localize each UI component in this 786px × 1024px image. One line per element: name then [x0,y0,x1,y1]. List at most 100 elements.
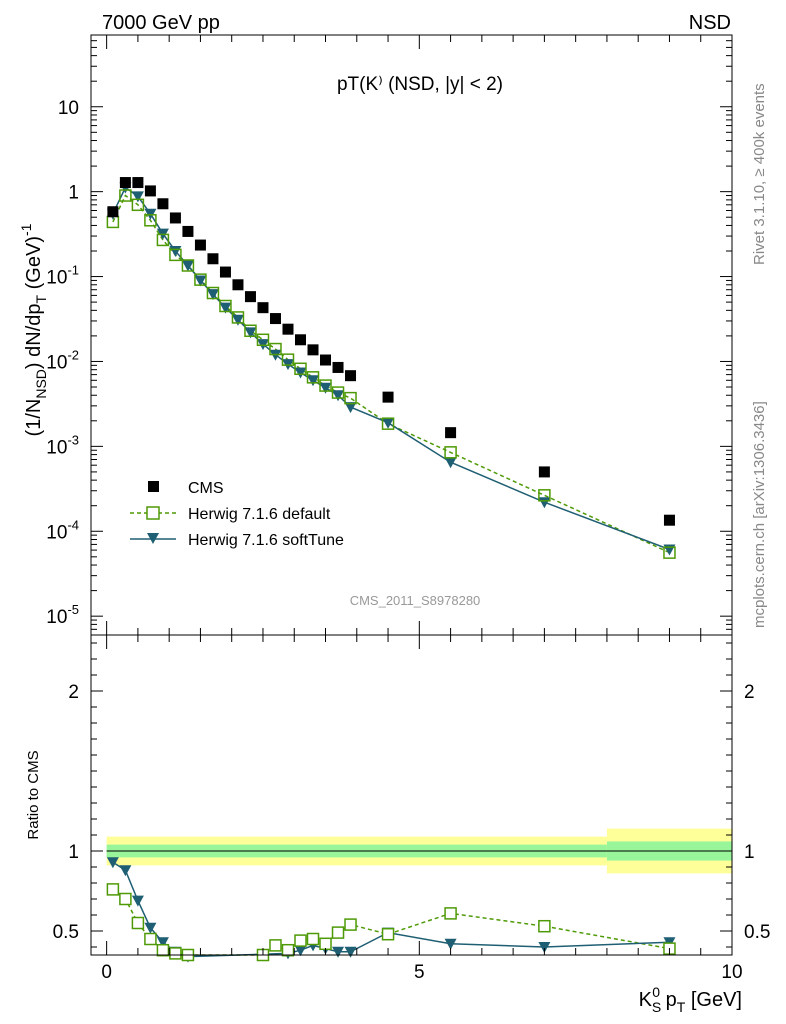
softtune-point [244,327,257,339]
softtune-point [444,457,457,469]
cms-point [294,334,306,346]
ratio-softtune-point [119,865,132,877]
softtune-point [382,417,395,429]
cms-point [282,323,294,335]
softtune-point [344,402,357,414]
cms-point [119,177,131,189]
ratio-softtune-point [344,946,357,958]
legend-marker-cms [148,481,159,492]
main-y-axis-label: (1/NNSD) dN/dpT (GeV)-1 [18,223,49,436]
x-tick-label: 0 [101,962,112,983]
default-point [256,333,270,347]
default-point [381,417,395,430]
main-y-tick-label: 1 [68,183,79,204]
softtune-point [231,314,244,326]
main-y-tick-label: 10-3 [46,432,79,458]
analysis-id: CMS_2011_S8978280 [350,593,481,608]
softtune-point [319,382,332,394]
default-point [344,391,357,405]
softtune-point [663,544,676,556]
softtune-point [181,260,194,272]
default-point [319,379,332,392]
default-point [444,446,457,459]
cms-point [107,206,119,218]
default-point [244,324,257,337]
softtune-point [194,275,207,287]
legend-marker-soft [147,533,159,544]
main-y-tick-label: 10 [58,98,79,119]
ratio-series [106,857,676,963]
side-text-bottom: mcplots.cern.ch [arXiv:1306.3436] [751,401,768,628]
ratio-default-point [294,934,307,947]
ratio-y-tick-label-left: 1 [68,842,79,863]
ratio-default-point [306,932,320,946]
ratio-default-point [281,943,295,957]
cms-point [169,212,181,224]
cms-point [219,266,231,278]
cms-point [663,514,675,526]
default-line [112,194,670,554]
ratio-softtune-point [106,857,119,869]
ratio-default-point [106,883,120,896]
ratio-default-point [144,932,157,946]
cms-point [194,239,206,251]
main-series [106,177,676,559]
legend-marker-default [146,506,160,520]
softtune-point [294,367,307,379]
default-point [119,189,132,202]
main-y-tick-label: 10-5 [46,602,79,628]
ratio-default-point [156,943,170,957]
ratio-softtune-point [156,937,169,949]
default-point [181,259,195,272]
main-y-tick-label: 10-1 [46,263,79,289]
legend-label-cms: CMS [188,480,224,497]
default-point [131,198,145,212]
ratio-default-point [444,907,457,920]
cms-point [157,198,169,210]
cms-point [269,313,281,325]
cms-point [538,466,550,478]
ratio-default-point [331,926,345,939]
default-point [281,353,295,366]
default-point [206,286,220,300]
main-y-tick-label: 10-2 [46,347,79,373]
legend: CMS Herwig 7.1.6 default Herwig 7.1.6 so… [130,480,344,549]
ratio-default-point [119,892,132,906]
legend-label-soft: Herwig 7.1.6 softTune [188,532,344,549]
cms-point [144,185,156,197]
default-point [294,362,307,376]
softtune-point [131,191,144,203]
softtune-point [219,302,232,314]
ratio-y-axis-label: Ratio to CMS [25,750,42,839]
cms-point [307,344,319,356]
cms-point [445,427,457,439]
ratio-default-point [269,939,282,952]
ratio-default-point [319,937,332,951]
ratio-default-point [131,916,145,930]
x-tick-label: 10 [721,962,742,983]
ratio-panel: 0.5 0.5 1 1 2 2 0 5 10 Ratio to CMS KS0 pT [GeV] [25,634,770,1015]
ratio-default-point [344,918,357,931]
default-point [194,273,207,286]
cms-point [207,253,219,265]
default-point [219,299,232,313]
plot-title: pT(K⁾ (NSD, |y| < 2) [337,74,503,95]
ratio-frame [90,634,733,956]
default-point [169,248,182,262]
ratio-y-tick-label-right: 0.5 [744,922,770,943]
default-point [663,546,676,559]
energy-label: 7000 GeV pp [102,12,220,34]
ratio-y-tick-label-right: 1 [744,842,755,863]
legend-label-default: Herwig 7.1.6 default [188,506,331,523]
ratio-softtune-point [294,945,307,957]
ratio-softtune-line [112,861,670,958]
default-point [306,371,320,384]
ratio-y-tick-label-left: 2 [68,682,79,703]
ratio-softtune-point [332,946,345,958]
ratio-ticks: 0.5 0.5 1 1 2 2 0 5 10 [53,635,770,983]
softtune-point [206,289,219,301]
ratio-default-point [381,927,395,941]
softtune-point [307,375,320,387]
cms-point [132,177,144,189]
